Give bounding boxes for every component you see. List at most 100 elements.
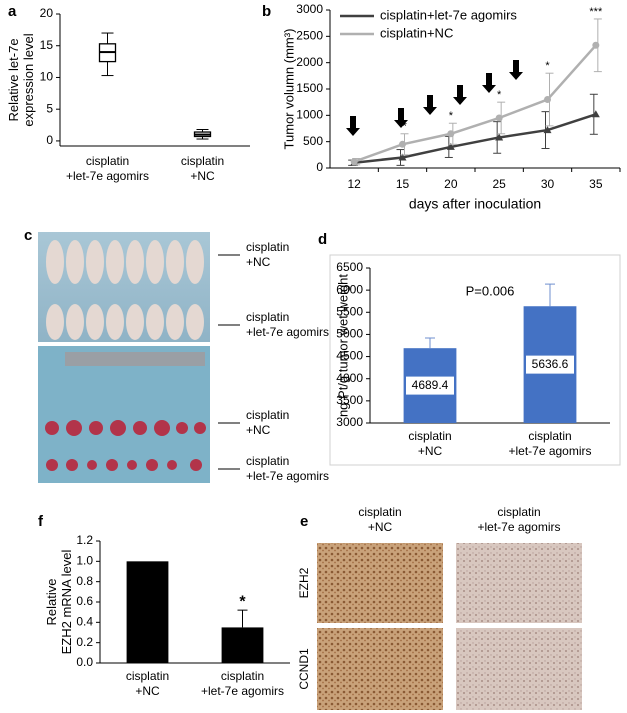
- y-axis-label: Relative: [44, 579, 59, 626]
- y-tick-label: 4000: [336, 371, 363, 385]
- y-tick-label: 1.2: [76, 533, 93, 547]
- photo-label: +let-7e agomirs: [246, 325, 329, 339]
- marker: [592, 41, 600, 49]
- y-tick-label: 6000: [336, 282, 363, 296]
- data-label: 4689.4: [412, 378, 449, 392]
- panel-letter: d: [318, 231, 327, 248]
- tumors: [45, 420, 206, 471]
- y-tick-label: 3500: [336, 393, 363, 407]
- panel-letter: e: [300, 513, 308, 530]
- panel-letter: a: [8, 3, 17, 20]
- row-label: EZH2: [297, 567, 311, 598]
- injection-arrows: [346, 60, 523, 136]
- x-tick-label: +let-7e agomirs: [508, 444, 591, 458]
- x-tick-label: cisplatin: [408, 429, 451, 443]
- panel-frame: [329, 254, 621, 466]
- legend-label: cisplatin+NC: [380, 25, 453, 40]
- photo-label: +NC: [246, 255, 271, 269]
- y-tick-label: 500: [303, 134, 323, 148]
- x-tick-label: 30: [541, 177, 555, 191]
- y-tick-label: 0: [316, 160, 323, 174]
- photo-label: +NC: [246, 423, 271, 437]
- x-tick-label: +NC: [190, 169, 215, 183]
- y-tick-label: 10: [40, 70, 54, 84]
- x-tick-label: 35: [589, 177, 603, 191]
- panel-letter: b: [262, 3, 271, 20]
- significance: *: [239, 593, 246, 610]
- y-axis-label: EZH2 mRNA level: [59, 550, 74, 655]
- marker: [495, 114, 503, 122]
- x-axis-label: days after inoculation: [409, 196, 541, 212]
- marker: [350, 158, 358, 166]
- x-tick-label: 25: [492, 177, 506, 191]
- column-label: cisplatin: [497, 505, 540, 519]
- y-tick-label: 4500: [336, 349, 363, 363]
- y-tick-label: 1000: [296, 108, 323, 122]
- y-tick-label: 1500: [296, 81, 323, 95]
- ihc-image: [317, 628, 443, 710]
- marker: [446, 142, 455, 150]
- x-tick-label: +NC: [135, 684, 160, 698]
- y-tick-label: 3000: [296, 2, 323, 16]
- column-label: +let-7e agomirs: [477, 520, 560, 534]
- y-tick-label: 0.4: [76, 615, 93, 629]
- column-label: cisplatin: [358, 505, 401, 519]
- y-axis-label: expression level: [21, 33, 36, 126]
- photo-label: cisplatin: [246, 408, 289, 422]
- y-tick-label: 1.0: [76, 554, 93, 568]
- panel-letter: c: [24, 227, 32, 244]
- x-tick-label: cisplatin: [181, 154, 224, 168]
- x-tick-label: 12: [347, 177, 361, 191]
- y-axis-label: ng Pt/g tumor wet weight: [335, 274, 350, 417]
- series-line: [353, 44, 597, 163]
- significance: *: [497, 89, 502, 101]
- x-tick-label: +let-7e agomirs: [201, 684, 284, 698]
- significance: *: [545, 60, 550, 72]
- marker: [398, 153, 407, 161]
- x-tick-label: 15: [396, 177, 410, 191]
- data-label-box: [406, 376, 454, 395]
- y-axis-label: Tumor volumn (mm³): [281, 29, 296, 150]
- row-label: CCND1: [297, 648, 311, 690]
- y-tick-label: 5500: [336, 304, 363, 318]
- y-tick-label: 0: [46, 133, 53, 147]
- x-tick-label: +let-7e agomirs: [66, 169, 149, 183]
- x-tick-label: cisplatin: [86, 154, 129, 168]
- significance: *: [449, 110, 454, 122]
- y-tick-label: 2000: [296, 55, 323, 69]
- marker: [544, 96, 551, 104]
- y-tick-label: 2500: [296, 29, 323, 43]
- x-tick-label: 20: [444, 177, 458, 191]
- significance: ***: [589, 6, 603, 18]
- y-tick-label: 5000: [336, 327, 363, 341]
- photo-label: cisplatin: [246, 454, 289, 468]
- mice: [46, 240, 204, 340]
- y-tick-label: 0.8: [76, 574, 93, 588]
- panel-letter: f: [38, 513, 44, 530]
- y-tick-label: 0.2: [76, 635, 93, 649]
- photo-label: cisplatin: [246, 240, 289, 254]
- y-tick-label: 0.0: [76, 655, 93, 669]
- y-tick-label: 20: [40, 6, 54, 20]
- marker: [495, 133, 504, 141]
- marker: [447, 130, 455, 138]
- y-tick-label: 3000: [336, 415, 363, 429]
- ihc-image: [456, 628, 582, 710]
- annotation: P=0.006: [466, 283, 515, 298]
- tumor-photo: [38, 346, 210, 483]
- data-label-box: [526, 355, 574, 374]
- y-tick-label: 6500: [336, 260, 363, 274]
- x-tick-label: +NC: [418, 444, 443, 458]
- series-line: [354, 113, 597, 164]
- y-tick-label: 15: [40, 38, 54, 52]
- data-label: 5636.6: [532, 357, 569, 371]
- x-tick-label: cisplatin: [221, 669, 264, 683]
- y-tick-label: 5: [46, 101, 53, 115]
- significance: **: [398, 121, 407, 133]
- y-axis-label: Relative let-7e: [6, 38, 21, 121]
- legend-label: cisplatin+let-7e agomirs: [380, 7, 517, 22]
- photo-c: [38, 232, 240, 483]
- y-tick-label: 0.6: [76, 594, 93, 608]
- marker: [591, 110, 600, 118]
